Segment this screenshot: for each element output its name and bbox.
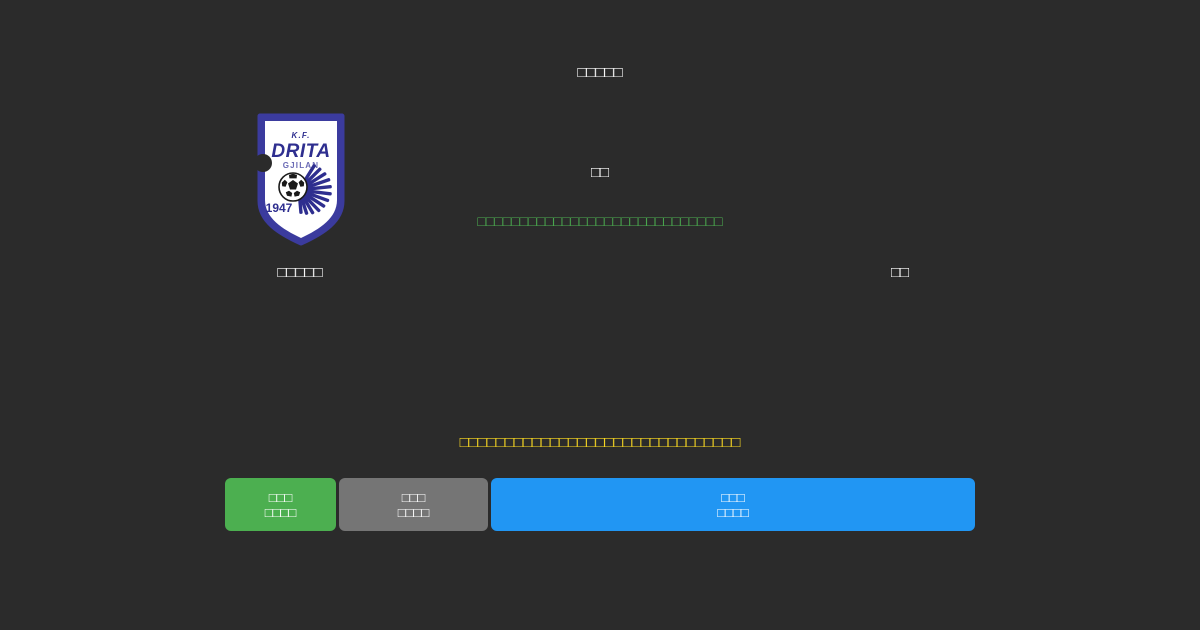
match-status-block: □□ □□□□□□□□□□□□□□□□□□□□□□□□□□□□□ [400,163,800,231]
action-button-gray[interactable]: □□□ □□□□ [339,478,488,531]
svg-text:GJILAN: GJILAN [283,161,320,170]
match-status-note: □□□□□□□□□□□□□□□□□□□□□□□□□□□□□ [477,213,723,229]
svg-text:K.F.: K.F. [291,131,310,140]
action-button-blue-line2: □□□□ [717,504,749,520]
svg-text:1947: 1947 [266,201,293,215]
action-button-bar: □□□ □□□□ □□□ □□□□ □□□ □□□□ [225,478,975,531]
drita-gjilan-crest-icon: K.F. DRITA GJILAN [257,113,345,246]
home-team-name: □□□□□ [277,264,323,281]
svg-text:DRITA: DRITA [271,141,330,162]
home-team-crest: K.F. DRITA GJILAN [257,113,345,246]
action-button-green-line2: □□□□ [264,504,297,520]
away-team-name: □□ [890,264,910,281]
match-status-text: □□ [590,164,610,181]
action-button-green[interactable]: □□□ □□□□ [225,478,336,531]
action-button-gray-line1: □□□ [401,489,426,505]
action-button-blue[interactable]: □□□ □□□□ [491,478,975,531]
action-button-gray-line2: □□□□ [397,504,430,520]
action-button-blue-line1: □□□ [721,489,745,505]
warning-notice: □□□□□□□□□□□□□□□□□□□□□□□□□□□□□□□ [459,434,741,451]
action-button-green-line1: □□□ [268,489,293,505]
page-title: □□□□□ [577,64,623,81]
